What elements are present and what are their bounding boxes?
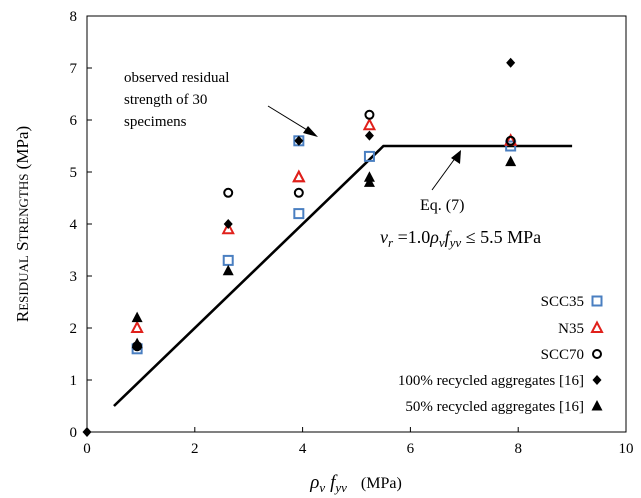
legend-marker-triangle-open <box>592 323 602 333</box>
data-point-circle-open <box>224 189 232 197</box>
eq-formula: vr =1.0ρvfyv ≤ 5.5 MPa <box>380 227 541 250</box>
data-point-triangle-filled <box>132 312 143 323</box>
data-point-triangle-open <box>132 323 142 333</box>
legend-marker-diamond-filled <box>593 375 602 385</box>
y-axis-ticks: 0 1 2 3 4 5 6 7 8 <box>70 9 93 441</box>
observed-annotation: observed residual strength of 30 specime… <box>124 70 318 137</box>
y-tick-label: 4 <box>70 217 78 233</box>
legend-marker-triangle-filled <box>592 400 603 411</box>
model-line-curve <box>114 146 572 406</box>
x-rho-sub: v <box>319 480 325 495</box>
observed-line-1: observed residual <box>124 70 229 86</box>
data-point-diamond-filled <box>83 427 92 437</box>
x-tick-label: 0 <box>83 441 91 457</box>
data-point-circle-open <box>295 189 303 197</box>
legend-marker-square-open <box>593 297 602 306</box>
y-tick-label: 7 <box>70 61 78 77</box>
observed-line-2: strength of 30 <box>124 92 207 108</box>
data-point-triangle-open <box>364 120 374 130</box>
y-tick-label: 8 <box>70 9 78 25</box>
legend-label: N35 <box>558 321 584 337</box>
x-tick-label: 6 <box>407 441 415 457</box>
legend-label: SCC70 <box>541 347 584 363</box>
legend-marker-circle-open <box>593 350 601 358</box>
y-tick-label: 5 <box>70 165 78 181</box>
y-axis-label: RESIDUAL STRENGTHS (MPa) <box>13 126 32 322</box>
data-point-triangle-filled <box>505 156 516 167</box>
legend: SCC35 N35 SCC70 100% recycled aggregates [1… <box>398 294 603 415</box>
y-tick-label: 2 <box>70 321 78 337</box>
y-tick-label: 0 <box>70 425 78 441</box>
x-rho: ρ <box>309 472 319 493</box>
y-tick-label: 1 <box>70 373 78 389</box>
data-point-square-open <box>294 209 303 218</box>
x-tick-label: 10 <box>619 441 634 457</box>
y-tick-label: 6 <box>70 113 78 129</box>
data-point-diamond-filled <box>506 58 515 68</box>
observed-line-3: specimens <box>124 114 187 130</box>
data-point-diamond-filled <box>224 219 233 229</box>
eq-arrow <box>432 157 456 190</box>
observed-arrow <box>268 106 312 133</box>
legend-label: 100% recycled aggregates [16] <box>398 373 584 389</box>
y-tick-label: 3 <box>70 269 78 285</box>
x-tick-label: 2 <box>191 441 199 457</box>
data-point-diamond-filled <box>365 131 374 141</box>
data-point-triangle-filled <box>364 171 375 182</box>
x-tick-label: 8 <box>514 441 522 457</box>
data-point-square-open <box>224 256 233 265</box>
data-point-triangle-filled <box>223 265 234 276</box>
x-unit: (MPa) <box>361 475 402 492</box>
observed-arrowhead <box>303 126 318 137</box>
x-axis-label: ρv fyv (MPa) <box>309 472 402 495</box>
data-point-triangle-open <box>294 172 304 182</box>
equation-annotation: Eq. (7) vr =1.0ρvfyv ≤ 5.5 MPa <box>380 150 541 250</box>
legend-label: 50% recycled aggregates [16] <box>405 399 584 415</box>
legend-label: SCC35 <box>541 294 584 310</box>
data-point-triangle-filled <box>132 338 143 349</box>
eq-label: Eq. (7) <box>420 197 464 214</box>
x-f-sub: yv <box>333 480 347 495</box>
x-tick-label: 4 <box>299 441 307 457</box>
